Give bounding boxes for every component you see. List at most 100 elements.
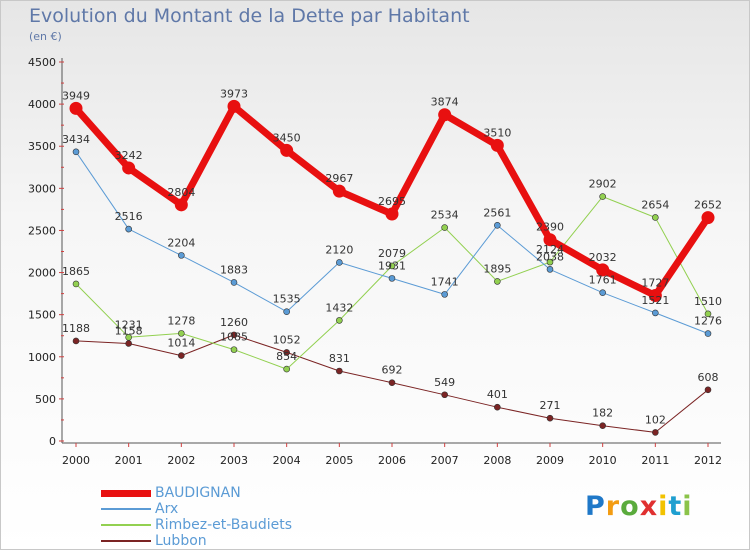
data-label: 1521 (641, 294, 669, 307)
legend-label-baudignan: BAUDIGNAN (155, 485, 241, 501)
legend-swatch-arx (101, 508, 151, 510)
data-label: 2534 (431, 209, 459, 222)
x-tick-label: 2005 (325, 454, 353, 467)
x-tick-label: 2012 (694, 454, 722, 467)
data-label: 1432 (325, 301, 353, 314)
data-point (546, 258, 554, 266)
data-label: 3949 (62, 89, 90, 102)
data-point (546, 414, 554, 422)
data-point (332, 184, 346, 198)
data-label: 182 (592, 407, 613, 420)
data-label: 3450 (273, 131, 301, 144)
data-label: 1741 (431, 275, 459, 288)
data-point (652, 309, 659, 317)
data-label: 854 (276, 350, 297, 363)
logo-letter: r (605, 491, 621, 522)
logo-letter: P (585, 491, 606, 522)
data-label: 549 (434, 376, 455, 389)
data-label: 1883 (220, 263, 248, 276)
data-point (596, 263, 610, 277)
data-point (652, 214, 659, 221)
data-point (336, 259, 343, 266)
x-tick-label: 2001 (115, 454, 143, 467)
data-point (125, 225, 132, 233)
legend-label-lubbon: Lubbon (155, 533, 207, 549)
legend-label-arx: Arx (155, 501, 179, 517)
x-tick-label: 2007 (431, 454, 459, 467)
y-tick-label: 2500 (28, 224, 56, 237)
x-tick-label: 2003 (220, 454, 248, 467)
data-label: 1535 (273, 293, 301, 306)
data-label: 1188 (62, 322, 90, 335)
x-tick-label: 2004 (273, 454, 301, 467)
data-label: 1085 (220, 331, 248, 344)
data-label: 3874 (431, 96, 459, 109)
x-tick-label: 2011 (641, 454, 669, 467)
data-label: 2120 (325, 243, 353, 256)
legend-label-rimbez: Rimbez-et-Baudiets (155, 517, 293, 533)
data-label: 1761 (589, 274, 617, 287)
data-point (230, 346, 238, 353)
data-point (283, 365, 290, 373)
data-point (336, 367, 343, 375)
legend-swatch-rimbez (101, 524, 151, 526)
data-point (704, 330, 712, 337)
data-point (69, 101, 83, 115)
data-point (72, 148, 80, 156)
data-label: 1158 (115, 324, 143, 337)
data-point (385, 207, 399, 221)
x-tick-label: 2006 (378, 454, 406, 467)
data-label: 2804 (167, 186, 195, 199)
data-label: 2652 (694, 199, 722, 212)
data-point (599, 289, 606, 296)
data-label: 2032 (589, 251, 617, 264)
data-label: 2124 (536, 243, 564, 256)
data-label: 2561 (483, 206, 511, 219)
data-label: 692 (382, 364, 403, 377)
data-label: 1895 (483, 262, 511, 275)
data-point (283, 308, 290, 316)
chart-subtitle: (en €) (29, 30, 62, 43)
data-label: 2654 (641, 198, 669, 211)
data-label: 3242 (115, 149, 143, 162)
legend-swatch-lubbon (101, 540, 151, 542)
data-label: 1260 (220, 316, 248, 329)
data-point (230, 279, 238, 286)
data-point (652, 429, 659, 436)
data-point (441, 391, 448, 399)
logo-letter: o (620, 491, 640, 522)
data-label: 1276 (694, 315, 722, 328)
data-point (441, 224, 448, 231)
data-label: 3510 (483, 126, 511, 139)
data-label: 1931 (378, 259, 406, 272)
x-tick-label: 2000 (62, 454, 90, 467)
data-label: 401 (487, 388, 508, 401)
data-point (72, 280, 80, 288)
data-label: 3973 (220, 87, 248, 100)
data-point (704, 386, 712, 394)
data-label: 2204 (167, 236, 195, 249)
data-label: 608 (698, 371, 719, 384)
data-point (388, 379, 396, 387)
data-point (336, 317, 343, 324)
y-tick-label: 1000 (28, 351, 56, 364)
y-tick-label: 1500 (28, 309, 56, 322)
data-point (494, 403, 501, 411)
data-point (494, 278, 501, 285)
data-point (174, 198, 188, 212)
x-tick-label: 2008 (483, 454, 511, 467)
data-point (441, 291, 448, 298)
data-point (125, 340, 132, 347)
data-point (388, 262, 396, 270)
data-label: 1510 (694, 295, 722, 308)
data-label: 102 (645, 413, 666, 426)
data-label: 271 (540, 399, 561, 412)
data-point (178, 352, 185, 359)
data-point (72, 337, 80, 345)
y-tick-label: 4000 (28, 98, 56, 111)
data-label: 2695 (378, 195, 406, 208)
data-label: 2390 (536, 221, 564, 234)
proxiti-logo: Proxiti (585, 491, 693, 522)
data-point (648, 289, 662, 303)
